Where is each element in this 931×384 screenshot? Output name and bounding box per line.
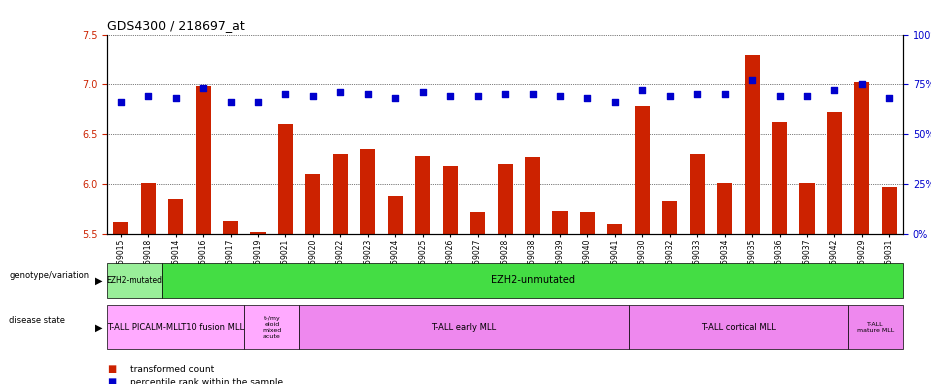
Text: disease state: disease state [9, 316, 65, 325]
Bar [470, 212, 485, 234]
Point [250, 99, 265, 106]
Point [388, 95, 403, 101]
Bar [442, 166, 458, 234]
Point [827, 88, 842, 94]
Point [745, 78, 760, 84]
Bar [607, 224, 623, 234]
Bar [250, 232, 265, 234]
Text: genotype/variation: genotype/variation [9, 271, 89, 280]
Bar [690, 154, 705, 234]
Point [525, 91, 540, 98]
Text: EZH2-unmutated: EZH2-unmutated [491, 275, 574, 285]
Bar [772, 122, 787, 234]
Text: ▶: ▶ [95, 275, 102, 285]
Point [169, 95, 183, 101]
Point [196, 85, 210, 91]
Text: T-ALL PICALM-MLLT10 fusion MLL: T-ALL PICALM-MLLT10 fusion MLL [107, 323, 244, 332]
Point [717, 91, 732, 98]
Point [333, 89, 348, 96]
Bar [882, 187, 897, 234]
Bar [169, 199, 183, 234]
Text: T-ALL cortical MLL: T-ALL cortical MLL [701, 323, 776, 332]
Text: ■: ■ [107, 364, 116, 374]
Bar [827, 113, 842, 234]
Bar [278, 124, 293, 234]
Bar [717, 183, 732, 234]
Bar [387, 196, 403, 234]
Text: EZH2-mutated: EZH2-mutated [106, 276, 163, 285]
Bar [360, 149, 375, 234]
Point [470, 93, 485, 99]
Bar [662, 201, 678, 234]
Bar [223, 221, 238, 234]
Text: t-/my
eloid
mixed
acute: t-/my eloid mixed acute [263, 316, 281, 339]
Bar [196, 86, 210, 234]
Point [552, 93, 567, 99]
Bar [415, 156, 430, 234]
Bar [114, 222, 128, 234]
Bar [141, 183, 155, 234]
Point [278, 91, 293, 98]
Bar [635, 106, 650, 234]
Point [772, 93, 787, 99]
Point [443, 93, 458, 99]
Bar [525, 157, 540, 234]
Bar [497, 164, 513, 234]
Text: transformed count: transformed count [130, 365, 214, 374]
Point [800, 93, 815, 99]
Point [114, 99, 128, 106]
Bar [332, 154, 348, 234]
Point [607, 99, 622, 106]
Point [882, 95, 897, 101]
Point [662, 93, 677, 99]
Bar [800, 183, 815, 234]
Bar [552, 211, 568, 234]
Text: GDS4300 / 218697_at: GDS4300 / 218697_at [107, 19, 245, 32]
Point [305, 93, 320, 99]
Point [360, 91, 375, 98]
Bar [855, 83, 870, 234]
Text: ■: ■ [107, 377, 116, 384]
Bar [745, 55, 760, 234]
Bar [305, 174, 320, 234]
Point [580, 95, 595, 101]
Point [223, 99, 238, 106]
Point [635, 88, 650, 94]
Text: T-ALL early MLL: T-ALL early MLL [431, 323, 496, 332]
Text: ▶: ▶ [95, 322, 102, 333]
Point [855, 81, 870, 88]
Point [497, 91, 512, 98]
Text: T-ALL
mature MLL: T-ALL mature MLL [857, 322, 895, 333]
Bar [580, 212, 595, 234]
Text: percentile rank within the sample: percentile rank within the sample [130, 377, 283, 384]
Point [141, 93, 155, 99]
Point [690, 91, 705, 98]
Point [415, 89, 430, 96]
